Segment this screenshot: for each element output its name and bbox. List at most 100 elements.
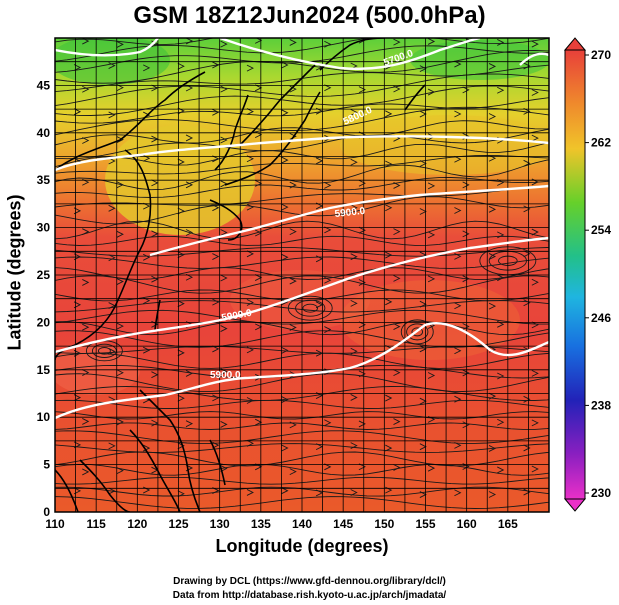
wind-arrow: [385, 394, 393, 402]
wind-arrow: [488, 63, 497, 70]
wind-arrow: [82, 468, 90, 476]
wind-arrow: [212, 253, 220, 260]
wind-arrow: [116, 278, 124, 285]
wind-arrow: [350, 442, 358, 450]
wind-arrow: [73, 349, 82, 357]
wind-arrow: [454, 395, 462, 403]
credit-data: Data from http://database.rish.kyoto-u.a…: [172, 590, 447, 601]
wind-arrow: [497, 86, 505, 94]
wind-arrow: [116, 181, 124, 189]
wind-arrow: [393, 85, 401, 93]
wind-arrow: [324, 40, 332, 48]
wind-arrow: [523, 444, 531, 452]
wind-arrow: [462, 421, 470, 429]
wind-arrow: [177, 251, 185, 259]
wind-arrow: [151, 230, 159, 238]
wind-arrow: [497, 274, 505, 282]
wind-arrow: [246, 397, 254, 404]
wind-arrow: [212, 61, 220, 69]
contour-label: 5900.0: [334, 206, 366, 220]
wind-arrow: [393, 323, 401, 330]
wind-arrow: [497, 231, 505, 239]
wind-arrow: [350, 347, 358, 355]
streamline: [55, 373, 549, 392]
wind-arrow: [281, 109, 289, 117]
wind-arrow: [73, 253, 82, 261]
wind-arrow: [454, 489, 462, 497]
x-tick-labels: 110 115 120 125 130 135 140 145 150 155 160 165: [45, 517, 518, 531]
wind-arrow: [185, 420, 194, 428]
y-tick-label: 25: [37, 268, 51, 282]
colorbar: [564, 49, 586, 500]
y-tick-label: 35: [37, 173, 51, 187]
wind-arrow: [73, 441, 82, 449]
streamline: [55, 309, 549, 325]
wind-arrow: [324, 419, 332, 427]
y-tick-label: 0: [43, 505, 50, 519]
wind-arrow: [82, 279, 90, 286]
wind-arrow: [385, 204, 393, 212]
colorbar-bottom-arrow: [563, 498, 587, 512]
wind-arrow: [488, 205, 497, 213]
wind-arrow: [220, 40, 228, 48]
wind-arrow: [220, 421, 228, 428]
wind-arrow: [246, 108, 254, 115]
wind-arrow: [108, 348, 116, 355]
wind-arrow: [151, 419, 159, 427]
wind-arrow: [531, 278, 539, 286]
wind-arrow: [289, 324, 297, 331]
streamline: [55, 85, 549, 116]
wind-arrow: [82, 38, 90, 45]
x-tick-label: 165: [498, 517, 518, 531]
wind-arrow: [143, 64, 151, 72]
streamline: [55, 399, 549, 409]
colorbar-tick-label: 230: [591, 486, 611, 500]
wind-arrow: [289, 228, 297, 236]
wind-arrow: [324, 276, 332, 284]
wind-arrow: [315, 157, 324, 165]
wind-arrow: [246, 489, 254, 496]
colorbar-tick-label: 262: [591, 136, 611, 150]
streamline: [55, 496, 549, 509]
streamline: [55, 235, 549, 246]
wind-arrow: [246, 64, 254, 72]
streamline: [55, 275, 549, 294]
wind-arrow: [82, 369, 90, 376]
wind-arrow: [523, 62, 531, 70]
wind-arrow: [454, 347, 462, 355]
wind-arrow: [73, 207, 82, 215]
x-tick-label: 120: [127, 517, 147, 531]
wind-arrow: [523, 250, 531, 258]
wind-arrow: [212, 394, 220, 402]
wind-arrow: [454, 207, 462, 214]
x-tick-label: 110: [45, 517, 65, 531]
colorbar-tick-label: 238: [591, 398, 611, 412]
wind-arrow: [488, 392, 497, 400]
wind-arrow: [488, 445, 497, 452]
wind-arrow: [289, 468, 297, 476]
wind-arrow: [246, 203, 254, 211]
wind-arrow: [177, 62, 185, 70]
vortex-ring: [406, 323, 429, 341]
streamline: [55, 321, 549, 336]
wind-arrow: [497, 372, 505, 380]
streamline: [55, 352, 549, 369]
streamline: [55, 463, 549, 476]
wind-arrow: [350, 253, 358, 261]
wind-arrow: [108, 302, 116, 309]
wind-arrow: [393, 182, 401, 189]
wind-arrow: [220, 85, 228, 93]
vortex-ring: [287, 295, 333, 321]
wind-arrow: [212, 345, 220, 353]
wind-arrow: [315, 301, 324, 309]
wind-arrow: [358, 279, 366, 286]
wind-arrow: [185, 229, 194, 236]
wind-arrow: [185, 134, 194, 142]
wind-arrow: [116, 322, 124, 330]
wind-arrow: [531, 228, 539, 236]
wind-arrow: [315, 349, 324, 357]
wind-arrow: [393, 369, 401, 377]
streamline: [55, 106, 549, 136]
wind-arrow: [151, 84, 159, 92]
wind-arrow: [212, 108, 220, 116]
